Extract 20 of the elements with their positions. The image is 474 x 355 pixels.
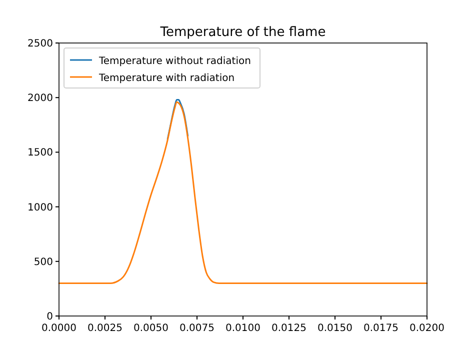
x-tick-label: 0.0000 [42,323,76,334]
line-series [166,99,189,140]
x-tick-label: 0.0125 [272,323,306,334]
legend-label: Temperature without radiation [98,56,251,67]
x-tick-label: 0.0050 [134,323,168,334]
y-tick-label: 2000 [28,93,53,104]
x-tick-label: 0.0025 [88,323,122,334]
legend-label: Temperature with radiation [98,73,235,84]
x-tick-label: 0.0200 [410,323,444,334]
y-tick-label: 2500 [28,38,53,50]
y-tick-label: 1000 [28,202,53,214]
chart-title: Temperature of the flame [159,25,326,40]
y-tick-label: 500 [34,256,53,268]
y-tick-label: 0 [46,312,53,322]
line-series [58,101,428,284]
x-tick-label: 0.0150 [318,323,352,334]
x-tick-label: 0.0075 [180,323,214,334]
y-tick-label: 1500 [28,148,53,159]
x-tick-label: 0.0175 [364,323,398,334]
x-tick-label: 0.0100 [226,323,260,334]
